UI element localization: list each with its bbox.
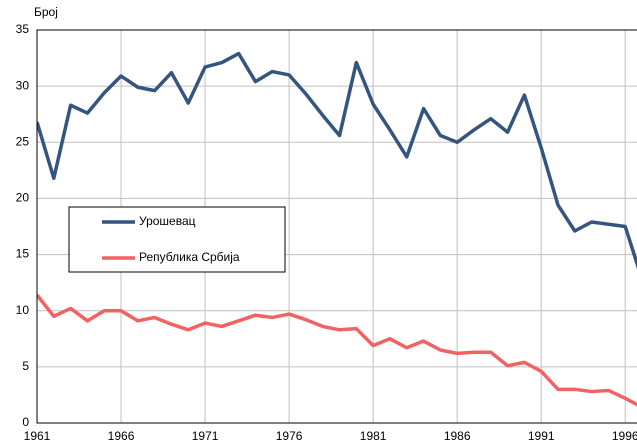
x-tick-label: 1971: [192, 429, 219, 441]
y-tick-label: 20: [16, 191, 30, 205]
plot-border: [36, 29, 637, 424]
legend-box: [68, 206, 286, 273]
legend-label: Република Србија: [139, 250, 240, 264]
x-tick-label: 1976: [276, 429, 303, 441]
y-tick-label: 5: [22, 359, 29, 373]
y-tick-label: 35: [16, 22, 30, 36]
x-tick-label: 1981: [360, 429, 387, 441]
y-tick-label: 10: [16, 303, 30, 317]
x-tick-label: 1991: [528, 429, 555, 441]
y-tick-label: 30: [16, 78, 30, 92]
y-tick-label: 25: [16, 134, 30, 148]
x-tick-label: 1996: [612, 429, 637, 441]
y-axis-label: Број: [34, 5, 58, 19]
x-tick-label: 1966: [108, 429, 135, 441]
x-tick-label: 1986: [444, 429, 471, 441]
data-line: [37, 51, 637, 270]
data-line: [37, 293, 637, 407]
y-tick-label: 15: [16, 247, 30, 261]
legend-label: Урошевац: [139, 214, 196, 228]
x-tick-label: 1961: [24, 429, 51, 441]
y-tick-label: 0: [22, 415, 29, 429]
